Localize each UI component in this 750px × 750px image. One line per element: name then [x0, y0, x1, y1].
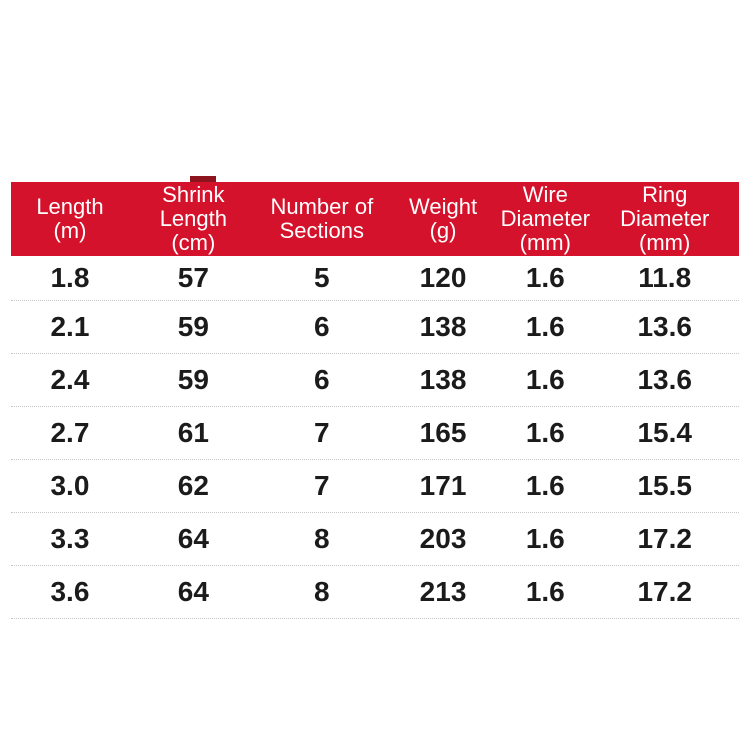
cell-sections: 8	[314, 576, 330, 607]
cell-length: 3.6	[50, 576, 90, 607]
cell-shrink-length: 59	[177, 311, 209, 342]
table-header-row: Length (m) Shrink Length (cm) Number of …	[11, 182, 739, 256]
ribbon-fold-artifact	[190, 176, 216, 184]
cell-length: 2.4	[50, 364, 90, 395]
cell-wire-diameter: 1.6	[525, 417, 565, 448]
cell-weight: 213	[419, 576, 467, 607]
cell-length: 2.1	[50, 311, 90, 342]
table-row: 2.7 61 7 165 1.6 15.4	[11, 407, 739, 460]
cell-shrink-length: 62	[177, 470, 209, 501]
cell-wire-diameter: 1.6	[525, 262, 565, 293]
cell-wire-diameter: 1.6	[525, 470, 565, 501]
table-row: 3.6 64 8 213 1.6 17.2	[11, 566, 739, 619]
cell-length: 1.8	[50, 262, 90, 293]
table-row: 3.3 64 8 203 1.6 17.2	[11, 513, 739, 566]
cell-wire-diameter: 1.6	[525, 523, 565, 554]
table-row: 2.4 59 6 138 1.6 13.6	[11, 354, 739, 407]
column-header-shrink-length: Shrink Length (cm)	[159, 182, 227, 255]
cell-wire-diameter: 1.6	[525, 311, 565, 342]
cell-shrink-length: 57	[177, 262, 209, 293]
column-header-wire-diameter: Wire Diameter (mm)	[500, 182, 590, 255]
cell-length: 2.7	[50, 417, 90, 448]
cell-ring-diameter: 15.5	[637, 470, 692, 501]
cell-weight: 171	[419, 470, 467, 501]
cell-weight: 203	[419, 523, 467, 554]
cell-sections: 8	[314, 523, 330, 554]
column-header-number-of-sections: Number of Sections	[270, 194, 374, 243]
cell-weight: 138	[419, 364, 467, 395]
cell-weight: 120	[419, 262, 467, 293]
column-header-ring-diameter: Ring Diameter (mm)	[620, 182, 710, 255]
cell-shrink-length: 61	[177, 417, 209, 448]
cell-weight: 138	[419, 311, 467, 342]
cell-ring-diameter: 13.6	[637, 311, 692, 342]
cell-sections: 6	[314, 311, 330, 342]
cell-sections: 5	[314, 262, 330, 293]
column-header-length: Length (m)	[36, 194, 104, 243]
cell-ring-diameter: 17.2	[637, 523, 692, 554]
cell-length: 3.0	[50, 470, 90, 501]
table-row: 1.8 57 5 120 1.6 11.8	[11, 256, 739, 301]
cell-sections: 7	[314, 417, 330, 448]
cell-shrink-length: 64	[177, 576, 209, 607]
spec-table: Length (m) Shrink Length (cm) Number of …	[11, 182, 739, 619]
table-row: 3.0 62 7 171 1.6 15.5	[11, 460, 739, 513]
cell-ring-diameter: 13.6	[637, 364, 692, 395]
cell-length: 3.3	[50, 523, 90, 554]
cell-shrink-length: 59	[177, 364, 209, 395]
cell-wire-diameter: 1.6	[525, 364, 565, 395]
table-row: 2.1 59 6 138 1.6 13.6	[11, 301, 739, 354]
cell-shrink-length: 64	[177, 523, 209, 554]
cell-wire-diameter: 1.6	[525, 576, 565, 607]
cell-ring-diameter: 15.4	[637, 417, 692, 448]
cell-sections: 6	[314, 364, 330, 395]
cell-weight: 165	[419, 417, 467, 448]
cell-ring-diameter: 11.8	[638, 262, 692, 293]
column-header-weight: Weight (g)	[408, 194, 478, 243]
cell-sections: 7	[314, 470, 330, 501]
cell-ring-diameter: 17.2	[637, 576, 692, 607]
